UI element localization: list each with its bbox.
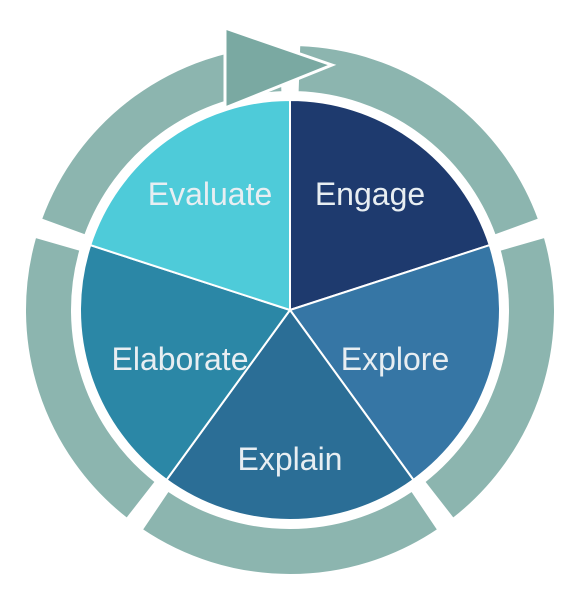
slice-label: Explain (238, 441, 343, 477)
slice-label: Engage (315, 176, 425, 212)
arrow-icon (225, 28, 332, 108)
slice-label: Elaborate (112, 341, 249, 377)
slice-label: Explore (341, 341, 450, 377)
slice-label: Evaluate (148, 176, 273, 212)
five-e-cycle-diagram: Engage Explore Explain Elaborate Evaluate (0, 0, 580, 607)
arrowhead (225, 28, 332, 108)
cycle-svg: Engage Explore Explain Elaborate Evaluate (0, 0, 580, 607)
